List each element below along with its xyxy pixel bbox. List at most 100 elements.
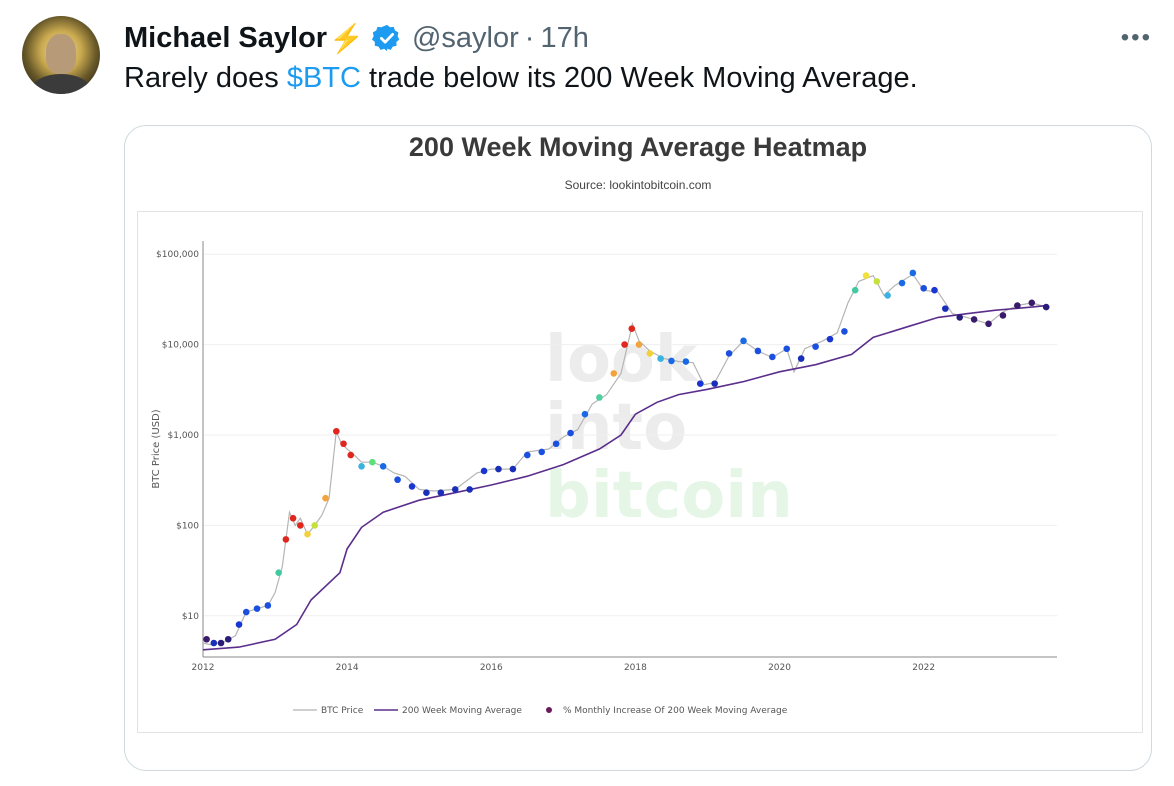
- lightning-bolt-icon: ⚡: [329, 22, 364, 54]
- heatmap-point: [826, 335, 834, 343]
- heatmap-point: [480, 467, 488, 475]
- legend-label-heatmap: % Monthly Increase Of 200 Week Moving Av…: [563, 706, 788, 716]
- author-name[interactable]: Michael Saylor: [124, 21, 328, 54]
- heatmap-point: [235, 621, 243, 628]
- heatmap-point: [628, 325, 636, 332]
- heatmap-point: [567, 429, 574, 437]
- heatmap-point: [379, 463, 387, 470]
- heatmap-point: [740, 337, 747, 345]
- heatmap-point: [725, 350, 733, 357]
- heatmap-point: [311, 522, 319, 529]
- heatmap-point: [1028, 299, 1036, 307]
- heatmap-chart: lookintobitcoin $10 $100 $1,000 $10,000 $100,…: [151, 241, 1057, 716]
- more-options-icon[interactable]: •••: [1120, 24, 1152, 51]
- moving-average-line: [202, 304, 1047, 651]
- heatmap-point: [264, 602, 272, 609]
- heatmap-point: [296, 522, 304, 529]
- y-tick-label: $100: [176, 521, 199, 531]
- legend-swatch-heatmap: [546, 707, 552, 713]
- avatar-face: [46, 34, 76, 74]
- heatmap-point: [253, 605, 261, 612]
- heatmap-point: [333, 427, 340, 435]
- heatmap-point: [495, 465, 502, 473]
- heatmap-point: [203, 635, 210, 643]
- chart-frame: [137, 211, 1143, 733]
- watermark-text: bitcoin: [545, 459, 793, 533]
- heatmap-point: [646, 350, 654, 357]
- heatmap-point: [668, 357, 675, 365]
- legend-label-price: BTC Price: [321, 706, 364, 716]
- heatmap-point: [862, 272, 870, 279]
- heatmap-point: [347, 451, 355, 459]
- heatmap-point: [769, 353, 776, 361]
- heatmap-point: [210, 639, 218, 647]
- x-tick-label: 2012: [192, 663, 215, 673]
- heatmap-point: [841, 328, 848, 335]
- x-tick-label: 2016: [480, 663, 503, 673]
- heatmap-point: [812, 343, 819, 350]
- legend-label-ma: 200 Week Moving Average: [402, 706, 522, 716]
- cashtag-link[interactable]: $BTC: [286, 62, 361, 94]
- x-tick-label: 2022: [912, 663, 935, 673]
- heatmap-point: [909, 269, 917, 277]
- y-tick-label: $100,000: [156, 250, 199, 260]
- heatmap-point: [635, 341, 643, 348]
- heatmap-point: [920, 284, 927, 292]
- watermark-text: look: [545, 323, 699, 397]
- tweet-timestamp[interactable]: 17h: [540, 21, 589, 54]
- heatmap-point: [610, 370, 618, 377]
- tweet-text: Rarely does $BTC trade below its 200 Wee…: [124, 62, 918, 95]
- heatmap-point: [394, 476, 401, 484]
- tweet-text-before: Rarely does: [124, 62, 287, 94]
- heatmap-point: [999, 312, 1007, 319]
- heatmap-point: [451, 486, 459, 493]
- separator-dot: ·: [524, 21, 535, 54]
- heatmap-point: [596, 394, 603, 401]
- heatmap-point: [1042, 303, 1050, 311]
- y-tick-label: $10: [182, 612, 199, 622]
- heatmap-point: [931, 286, 938, 294]
- heatmap-point: [358, 463, 365, 470]
- heatmap-point: [552, 440, 560, 448]
- x-tick-label: 2020: [768, 663, 791, 673]
- heatmap-point: [682, 358, 690, 365]
- heatmap-point: [369, 458, 376, 466]
- heatmap-point: [754, 347, 762, 355]
- heatmap-point: [711, 380, 718, 387]
- heatmap-point: [340, 440, 347, 448]
- heatmap-point: [322, 494, 329, 502]
- heatmap-point: [217, 639, 225, 647]
- heatmap-point: [466, 486, 473, 493]
- heatmap-point: [275, 569, 282, 576]
- verified-badge-icon[interactable]: [371, 23, 402, 53]
- heatmap-point: [423, 489, 430, 496]
- heatmap-point: [657, 355, 664, 362]
- x-tick-label: 2014: [336, 663, 359, 673]
- author-avatar[interactable]: [22, 16, 100, 94]
- chart-subtitle: Source: lookintobitcoin.com: [564, 178, 712, 192]
- y-tick-label: $10,000: [162, 341, 199, 351]
- heatmap-point: [970, 316, 978, 323]
- x-tick-label: 2018: [624, 663, 647, 673]
- y-axis-label: BTC Price (USD): [151, 409, 162, 488]
- heatmap-point: [621, 341, 628, 348]
- avatar-shoulders: [32, 74, 90, 94]
- media-card[interactable]: 200 Week Moving Average Heatmap Source: …: [124, 125, 1152, 771]
- watermark-text: into: [545, 391, 687, 465]
- heatmap-point: [289, 514, 297, 522]
- heatmap-point: [873, 278, 881, 285]
- author-handle[interactable]: @saylor: [411, 21, 519, 54]
- heatmap-point: [898, 279, 906, 287]
- heatmap-point: [696, 380, 704, 387]
- heatmap-point: [538, 448, 546, 456]
- heatmap-point: [941, 305, 949, 312]
- heatmap-point: [509, 465, 517, 473]
- heatmap-point: [884, 292, 891, 299]
- heatmap-point: [524, 451, 531, 459]
- heatmap-point: [797, 355, 805, 362]
- heatmap-point: [851, 286, 859, 294]
- heatmap-point: [242, 608, 250, 616]
- heatmap-point: [408, 483, 416, 490]
- y-tick-label: $1,000: [168, 431, 200, 441]
- chart-title: 200 Week Moving Average Heatmap: [408, 132, 868, 162]
